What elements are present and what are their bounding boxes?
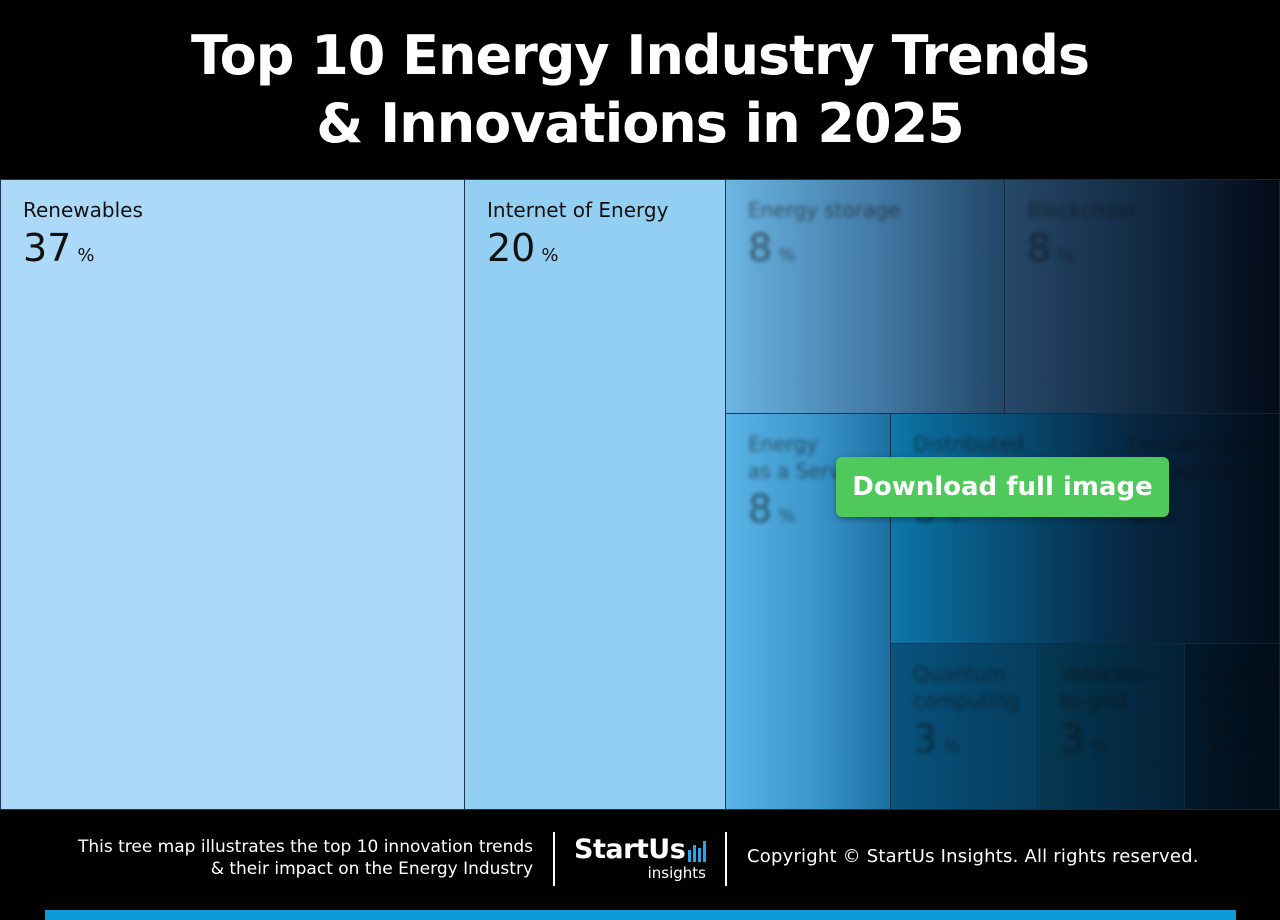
tile-value-number: 37: [23, 226, 72, 270]
tile-value-number: 20: [487, 226, 536, 270]
logo-bars-icon: [688, 841, 706, 862]
tile-value-number: 3: [913, 717, 938, 761]
tile-value-number: 2: [1207, 717, 1232, 761]
title-line-1: Top 10 Energy Industry Trends: [190, 23, 1090, 87]
logo-subtext: insights: [647, 864, 706, 882]
chart-title: Top 10 Energy Industry Trends & Innovati…: [0, 0, 1280, 179]
treemap-tile: Distributed energy8%: [890, 413, 1106, 644]
footer-divider-right: [725, 832, 727, 886]
treemap-tile: Demand-side management8%: [1105, 413, 1280, 644]
download-full-image-button[interactable]: Download full image: [836, 457, 1169, 517]
tile-value: 3%: [1060, 717, 1107, 761]
treemap-tile: Vehicles- to-grid 3%: [1037, 643, 1185, 810]
tile-value-number: 8: [748, 226, 773, 270]
footer-caption-line-2: & their impact on the Energy Industry: [210, 859, 533, 879]
logo-wordmark: StartUs: [574, 834, 686, 865]
tile-value-unit: %: [778, 506, 796, 527]
treemap-tile: Energy storage 8%: [725, 179, 1005, 414]
footer: This tree map illustrates the top 10 inn…: [0, 810, 1280, 920]
treemap-tile: Renewables 37%: [0, 179, 465, 810]
tile-value: 8%: [1027, 226, 1074, 270]
treemap-tile: Internet of Energy 20%: [464, 179, 726, 810]
tile-value-number: 8: [748, 487, 773, 531]
tile-value: 2%: [1207, 717, 1254, 761]
copyright-text: Copyright © StartUs Insights. All rights…: [747, 846, 1199, 867]
tile-value-unit: %: [943, 736, 961, 757]
tile-value-unit: %: [77, 245, 95, 266]
tile-label: Vehicles- to-grid: [1060, 662, 1150, 713]
tile-label: Renewables: [23, 198, 143, 222]
tile-label: Internet of Energy: [487, 198, 669, 222]
tile-value: 8%: [748, 226, 795, 270]
tile-label: Quantum computing: [913, 662, 1020, 713]
tile-value-number: 8: [1027, 226, 1052, 270]
footer-caption: This tree map illustrates the top 10 inn…: [13, 836, 533, 880]
tile-value-unit: %: [1237, 736, 1255, 757]
tile-value-unit: %: [541, 245, 559, 266]
tile-value-unit: %: [1090, 736, 1108, 757]
tile-value-unit: %: [778, 245, 796, 266]
tile-label: Hydrogen & CCS: [1207, 662, 1280, 713]
footer-divider-left: [553, 832, 555, 886]
tile-value-number: 3: [1060, 717, 1085, 761]
tile-label: Blockchain: [1027, 198, 1136, 222]
tile-label: Energy storage: [748, 198, 901, 222]
startus-insights-logo[interactable]: StartUs insights: [574, 834, 714, 884]
title-line-2: & Innovations in 2025: [316, 91, 964, 155]
footer-caption-line-1: This tree map illustrates the top 10 inn…: [77, 837, 533, 857]
tile-label: Demand-side management: [1128, 432, 1262, 483]
accent-bar: [45, 910, 1236, 920]
treemap-tile: Blockchain 8%: [1004, 179, 1280, 414]
tile-value: 20%: [487, 226, 558, 270]
tile-value: 8%: [748, 487, 795, 531]
tile-value: 3%: [913, 717, 960, 761]
tile-value: 37%: [23, 226, 94, 270]
treemap-tile: Quantum computing 3%: [890, 643, 1038, 810]
tile-value-unit: %: [1057, 245, 1075, 266]
